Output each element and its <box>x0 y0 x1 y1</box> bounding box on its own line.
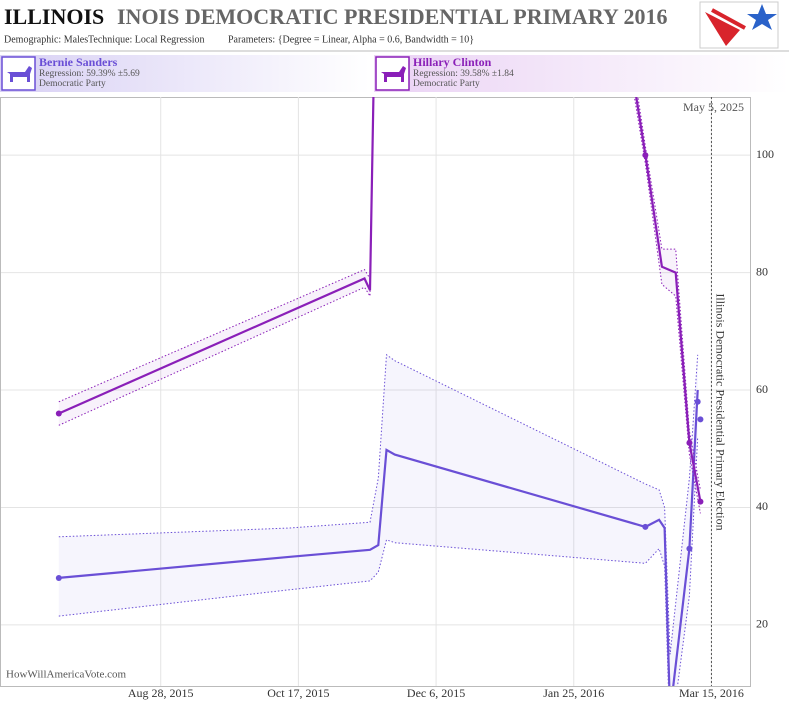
legend-regression: Regression: 59.39% ±5.69 <box>39 69 140 79</box>
band-upper <box>58 353 699 655</box>
poll-point <box>55 410 62 417</box>
title-bold: ILLINOIS <box>4 4 104 29</box>
band-upper <box>58 97 701 490</box>
legend-box <box>0 55 370 92</box>
axes: 20 40 60 80 100 Aug 28, 2015 Oct 17, 2015 Dec 6… <box>6 97 774 700</box>
y-tick-label: 80 <box>756 264 768 278</box>
series-line <box>58 389 699 686</box>
y-tick-label: 20 <box>756 617 768 631</box>
poll-point <box>642 523 649 530</box>
poll-point <box>686 439 693 446</box>
poll-point <box>697 498 704 505</box>
poll-point <box>642 152 649 159</box>
title-rest: INOIS DEMOCRATIC PRESIDENTIAL PRIMARY 20… <box>117 4 668 29</box>
plot-area <box>1 97 750 686</box>
poll-point <box>694 398 701 405</box>
legend-party: Democratic Party <box>413 79 480 89</box>
y-tick-label: 60 <box>756 382 768 396</box>
y-tick-label: 100 <box>756 147 774 161</box>
legend-party: Democratic Party <box>39 79 106 89</box>
series-line <box>58 97 702 502</box>
plot-frame <box>0 97 751 687</box>
x-tick-label: Oct 17, 2015 <box>267 686 329 700</box>
y-tick-label: 40 <box>756 499 768 513</box>
legend-donkey <box>7 66 32 82</box>
source: HowWillAmericaVote.com <box>6 669 126 681</box>
poll-point <box>686 545 693 552</box>
parameters: Parameters: {Degree = Linear, Alpha = 0.… <box>228 34 474 45</box>
date-stamp: May 5, 2025 <box>683 100 744 114</box>
technique: Technique: Local Regression <box>88 34 204 45</box>
confidence-band <box>58 354 698 686</box>
demographic: Demographic: Males <box>4 34 88 45</box>
poll-point <box>55 574 62 581</box>
event-label: Illinois Democratic Presidential Primary… <box>714 293 728 530</box>
legend-name: Hillary Clinton <box>413 55 492 69</box>
x-tick-label: Dec 6, 2015 <box>407 686 465 700</box>
x-tick-label: Jan 25, 2016 <box>543 686 604 700</box>
poll-point <box>697 416 704 423</box>
band-lower <box>58 97 701 514</box>
x-tick-label: Mar 15, 2016 <box>679 686 744 700</box>
legend-regression: Regression: 39.58% ±1.84 <box>413 69 514 79</box>
legend-name: Bernie Sanders <box>39 55 118 69</box>
logo <box>699 1 779 49</box>
legend-donkey <box>381 66 406 82</box>
x-tick-label: Aug 28, 2015 <box>128 686 194 700</box>
legend-box <box>374 55 789 92</box>
